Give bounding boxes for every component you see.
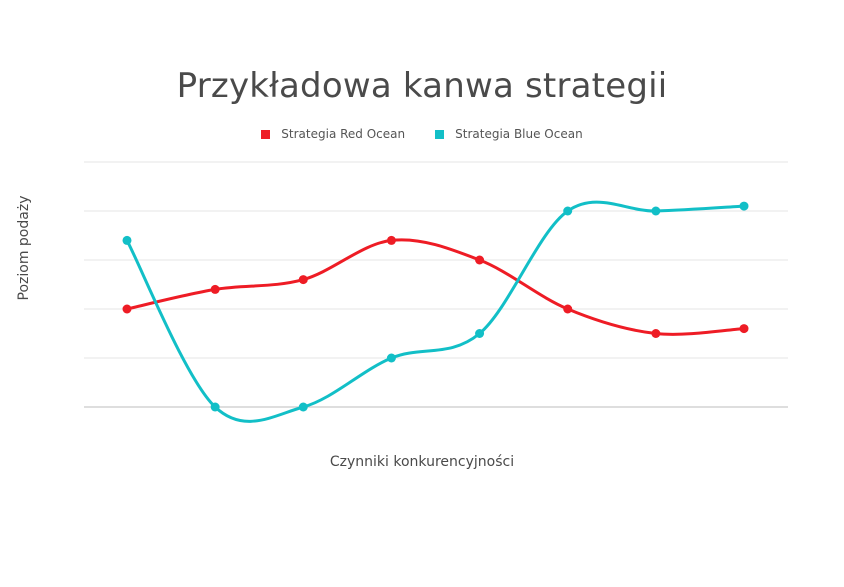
data-point-blue-ocean-7[interactable] [651, 206, 661, 216]
series-points [122, 201, 749, 412]
legend-label-red-ocean: Strategia Red Ocean [281, 127, 406, 141]
chart-title: Przykładowa kanwa strategii [176, 66, 668, 106]
data-point-blue-ocean-6[interactable] [563, 206, 573, 216]
data-point-red-ocean-5[interactable] [475, 255, 485, 265]
legend-item-red-ocean[interactable]: Strategia Red Ocean [261, 127, 405, 141]
data-point-blue-ocean-2[interactable] [210, 402, 220, 412]
data-point-blue-ocean-3[interactable] [298, 402, 308, 412]
legend: Strategia Red Ocean Strategia Blue Ocean [0, 127, 844, 141]
legend-item-blue-ocean[interactable]: Strategia Blue Ocean [435, 127, 583, 141]
legend-swatch-red-ocean [261, 129, 271, 139]
data-point-blue-ocean-8[interactable] [739, 201, 749, 211]
x-axis-label: Czynniki konkurencyjności [329, 454, 515, 470]
data-point-red-ocean-7[interactable] [651, 329, 661, 338]
series-lines [125, 200, 746, 423]
data-point-red-ocean-8[interactable] [739, 324, 749, 334]
data-point-red-ocean-3[interactable] [298, 275, 308, 285]
series-line-blue-ocean [125, 200, 746, 423]
data-point-red-ocean-2[interactable] [210, 284, 220, 294]
data-point-red-ocean-4[interactable] [386, 235, 396, 245]
data-point-blue-ocean-5[interactable] [475, 329, 485, 338]
legend-label-blue-ocean: Strategia Blue Ocean [455, 127, 583, 141]
data-point-red-ocean-6[interactable] [563, 304, 573, 314]
data-point-red-ocean-1[interactable] [122, 304, 132, 314]
data-point-blue-ocean-1[interactable] [122, 235, 132, 245]
legend-swatch-blue-ocean [435, 129, 445, 139]
data-point-blue-ocean-4[interactable] [386, 353, 396, 363]
series-line-red-ocean [125, 238, 746, 336]
